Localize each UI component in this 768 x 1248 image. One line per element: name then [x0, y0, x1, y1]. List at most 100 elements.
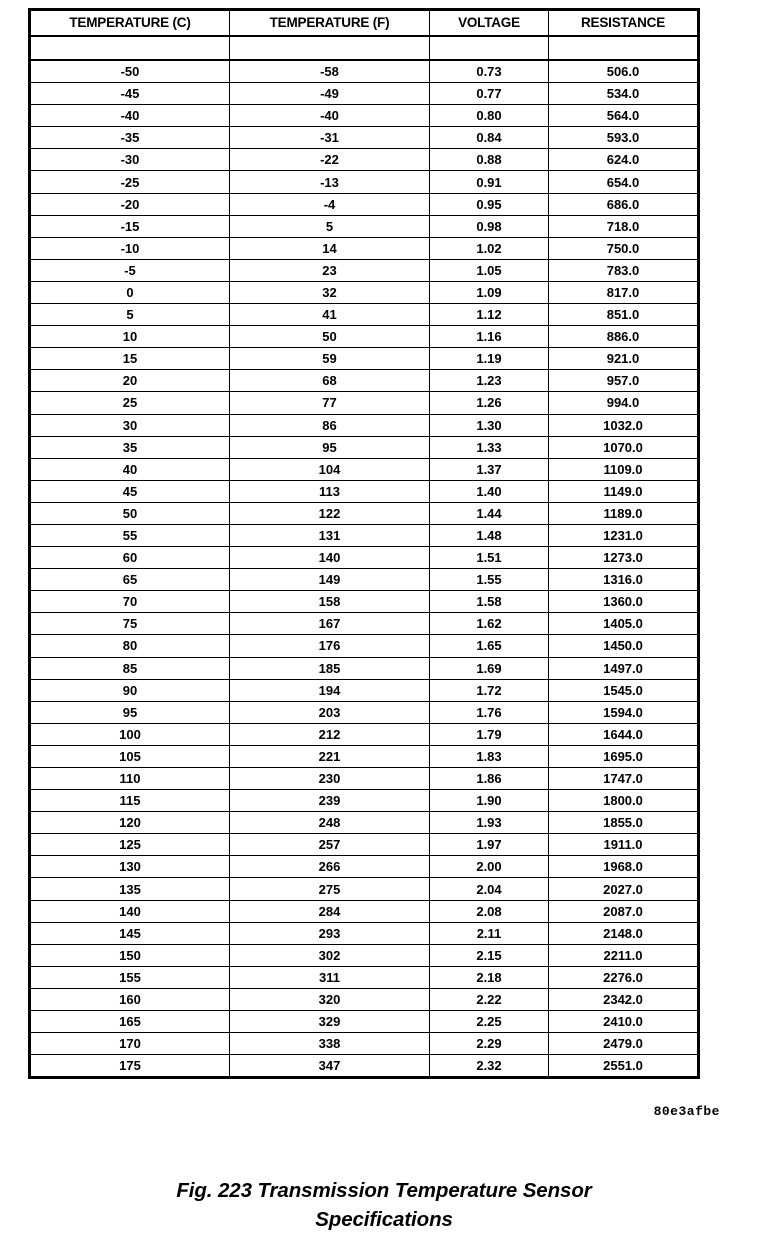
table-row: 70 158 1.58 1360.0 — [29, 590, 699, 614]
cell-voltage: 1.33 — [429, 435, 549, 459]
cell-voltage: 1.86 — [429, 766, 549, 791]
cell-fahrenheit: -49 — [229, 82, 430, 106]
cell-voltage: 1.76 — [429, 700, 549, 724]
cell-celsius: 45 — [29, 479, 230, 503]
cell-resistance: 534.0 — [548, 82, 699, 106]
cell-fahrenheit: 284 — [229, 899, 430, 923]
cell-voltage: 1.16 — [429, 325, 549, 349]
cell-celsius: 105 — [29, 744, 230, 769]
spacer-cell-celsius — [29, 35, 230, 61]
cell-voltage: 1.83 — [429, 744, 549, 769]
cell-resistance: 2087.0 — [548, 899, 699, 923]
table-row: 140 284 2.08 2087.0 — [29, 899, 699, 923]
cell-resistance: 1594.0 — [548, 700, 699, 724]
cell-fahrenheit: 302 — [229, 943, 430, 967]
cell-fahrenheit: 239 — [229, 789, 430, 813]
table-row: 175 347 2.32 2551.0 — [29, 1054, 699, 1079]
table-row: 35 95 1.33 1070.0 — [29, 435, 699, 459]
table-row: -25 -13 0.91 654.0 — [29, 170, 699, 194]
cell-voltage: 1.12 — [429, 303, 549, 327]
cell-resistance: 1968.0 — [548, 855, 699, 879]
cell-celsius: -25 — [29, 170, 230, 194]
cell-resistance: 1149.0 — [548, 479, 699, 503]
table-row: 100 212 1.79 1644.0 — [29, 722, 699, 746]
table-row: 65 149 1.55 1316.0 — [29, 568, 699, 592]
cell-resistance: 1231.0 — [548, 523, 699, 548]
specification-table-container: TEMPERATURE (C) TEMPERATURE (F) VOLTAGE … — [28, 8, 700, 1080]
cell-fahrenheit: -58 — [229, 59, 430, 84]
cell-voltage: 2.18 — [429, 965, 549, 989]
figure-caption-line-1: Fig. 223 Transmission Temperature Sensor — [176, 1179, 592, 1202]
cell-resistance: 2211.0 — [548, 943, 699, 967]
cell-celsius: 85 — [29, 656, 230, 680]
table-row: 45 113 1.40 1149.0 — [29, 479, 699, 503]
cell-resistance: 817.0 — [548, 280, 699, 305]
cell-celsius: -20 — [29, 192, 230, 216]
cell-voltage: 1.69 — [429, 656, 549, 680]
cell-fahrenheit: 86 — [229, 413, 430, 437]
cell-voltage: 2.04 — [429, 877, 549, 901]
cell-resistance: 2551.0 — [548, 1054, 699, 1079]
cell-resistance: 1644.0 — [548, 722, 699, 746]
table-row: 90 194 1.72 1545.0 — [29, 678, 699, 702]
cell-voltage: 2.29 — [429, 1032, 549, 1056]
table-row: 30 86 1.30 1032.0 — [29, 413, 699, 437]
cell-celsius: 5 — [29, 303, 230, 327]
cell-resistance: 1800.0 — [548, 789, 699, 813]
column-header-voltage: VOLTAGE — [429, 9, 549, 37]
cell-resistance: 886.0 — [548, 325, 699, 349]
cell-celsius: 135 — [29, 877, 230, 901]
table-row: -15 5 0.98 718.0 — [29, 214, 699, 238]
cell-fahrenheit: 14 — [229, 236, 430, 260]
cell-resistance: 1747.0 — [548, 766, 699, 791]
cell-resistance: 1450.0 — [548, 634, 699, 658]
cell-resistance: 1360.0 — [548, 590, 699, 614]
cell-resistance: 654.0 — [548, 170, 699, 194]
cell-voltage: 1.79 — [429, 722, 549, 746]
cell-resistance: 1189.0 — [548, 501, 699, 525]
cell-celsius: 70 — [29, 590, 230, 614]
cell-voltage: 0.95 — [429, 192, 549, 216]
cell-celsius: -15 — [29, 214, 230, 238]
cell-celsius: 160 — [29, 987, 230, 1012]
cell-resistance: 921.0 — [548, 347, 699, 371]
cell-resistance: 851.0 — [548, 303, 699, 327]
cell-fahrenheit: 329 — [229, 1010, 430, 1034]
table-row: 135 275 2.04 2027.0 — [29, 877, 699, 901]
cell-resistance: 2027.0 — [548, 877, 699, 901]
cell-fahrenheit: 32 — [229, 280, 430, 305]
cell-resistance: 1109.0 — [548, 457, 699, 481]
cell-voltage: 0.77 — [429, 82, 549, 106]
cell-fahrenheit: 113 — [229, 479, 430, 503]
cell-fahrenheit: 275 — [229, 877, 430, 901]
cell-celsius: 40 — [29, 457, 230, 481]
table-row: 110 230 1.86 1747.0 — [29, 766, 699, 791]
figure-caption-line-2: Specifications — [315, 1208, 453, 1232]
table-row: 150 302 2.15 2211.0 — [29, 943, 699, 967]
cell-fahrenheit: 95 — [229, 435, 430, 459]
cell-fahrenheit: 230 — [229, 766, 430, 791]
spacer-cell-voltage — [429, 35, 549, 61]
table-row: -30 -22 0.88 624.0 — [29, 148, 699, 172]
cell-resistance: 2276.0 — [548, 965, 699, 989]
cell-resistance: 624.0 — [548, 148, 699, 172]
cell-resistance: 1273.0 — [548, 546, 699, 570]
cell-resistance: 2410.0 — [548, 1010, 699, 1034]
cell-fahrenheit: 122 — [229, 501, 430, 525]
cell-celsius: 10 — [29, 325, 230, 349]
cell-celsius: 20 — [29, 369, 230, 393]
table-row: 85 185 1.69 1497.0 — [29, 656, 699, 680]
table-row: 20 68 1.23 957.0 — [29, 369, 699, 393]
cell-celsius: 125 — [29, 833, 230, 857]
cell-fahrenheit: -31 — [229, 126, 430, 150]
table-row: 95 203 1.76 1594.0 — [29, 700, 699, 724]
figure-caption: Fig. 223 Transmission Temperature Sensor… — [0, 1176, 768, 1234]
cell-celsius: 115 — [29, 789, 230, 813]
cell-fahrenheit: 176 — [229, 634, 430, 658]
cell-celsius: 60 — [29, 546, 230, 570]
cell-fahrenheit: 158 — [229, 590, 430, 614]
cell-celsius: 25 — [29, 391, 230, 415]
cell-resistance: 1855.0 — [548, 811, 699, 835]
cell-fahrenheit: -13 — [229, 170, 430, 194]
cell-resistance: 1497.0 — [548, 656, 699, 680]
